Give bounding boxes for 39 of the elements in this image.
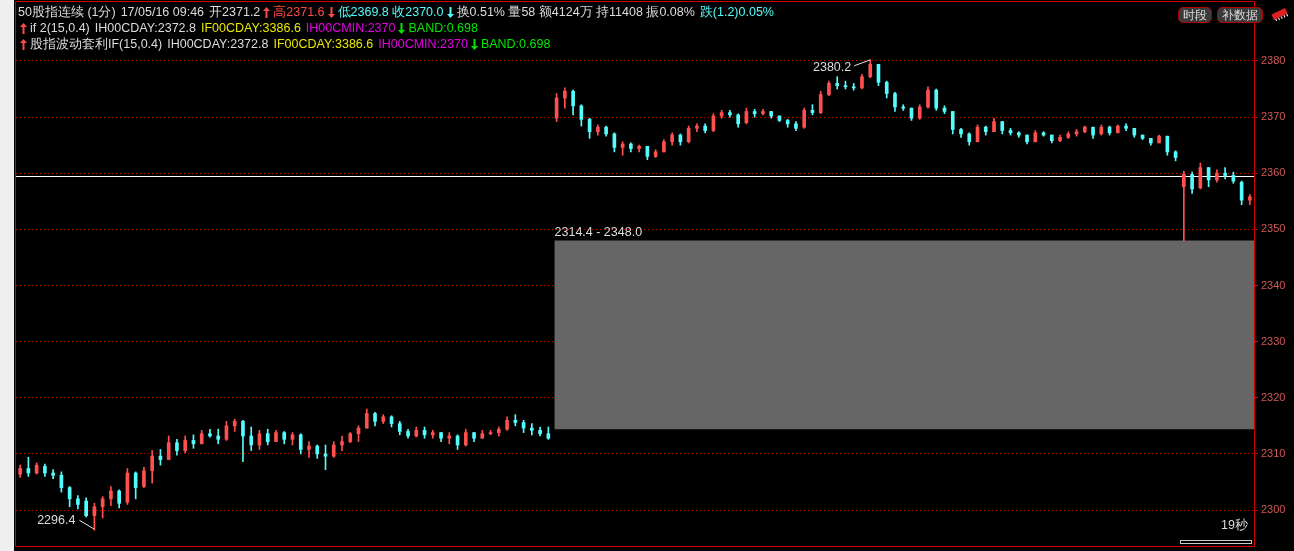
- annotation: IH00CMIN:2370: [305, 21, 396, 36]
- annotation: 19秒: [1221, 518, 1248, 533]
- annotation: 2296.4: [37, 512, 76, 527]
- annotation: 换0.51% 量58 额4124万 持11408 振0.08%: [456, 5, 695, 20]
- annotation: 股指波动套利IF(15,0.4): [30, 37, 163, 52]
- annotation: 开2371.2: [209, 5, 261, 20]
- annotation: 高2371.6: [273, 5, 325, 20]
- candlestick: [513, 414, 518, 427]
- y-tick-label: 2300: [1261, 503, 1286, 516]
- candlestick: [530, 423, 534, 436]
- annotation: IH00CDAY:2372.8: [94, 21, 196, 36]
- y-tick-label: 2340: [1261, 278, 1286, 291]
- annotation: BAND:0.698: [480, 37, 551, 52]
- y-tick-label: 2350: [1261, 222, 1286, 235]
- candlestick: [1223, 167, 1227, 180]
- y-tick-label: 2330: [1261, 334, 1286, 347]
- y-tick-label: 2380: [1261, 53, 1286, 66]
- annotation: 2380.2: [812, 60, 852, 75]
- annotation: 低2369.8 收2370.0: [337, 5, 444, 20]
- y-tick-label: 2310: [1261, 446, 1286, 459]
- annotation: IF00CDAY:3386.6: [273, 37, 374, 52]
- annotation: IF00CDAY:3386.6: [201, 21, 301, 36]
- annotation: 跌(1.2)0.05%: [699, 5, 774, 20]
- annotation: 17/05/16 09:46: [120, 5, 205, 20]
- chart-title: 50股指连续 (1分): [18, 5, 116, 20]
- band-label: 2314.4 - 2348.0: [554, 224, 643, 239]
- y-tick-label: 2370: [1261, 110, 1286, 123]
- annotation: IH00CMIN:2370: [378, 37, 468, 52]
- candlestick: [835, 76, 840, 90]
- annotation: 补数据: [1217, 7, 1263, 23]
- annotation: if 2(15,0.4): [30, 21, 90, 36]
- annotation: IH00CDAY:2372.8: [167, 37, 269, 52]
- annotation: 时段: [1178, 7, 1212, 23]
- candlestick: [307, 441, 311, 458]
- y-tick-label: 2360: [1261, 166, 1286, 179]
- annotation: BAND:0.698: [408, 21, 478, 36]
- candlestick: [447, 432, 452, 445]
- y-tick-label: 2320: [1261, 390, 1286, 403]
- candlestick: [1182, 170, 1186, 241]
